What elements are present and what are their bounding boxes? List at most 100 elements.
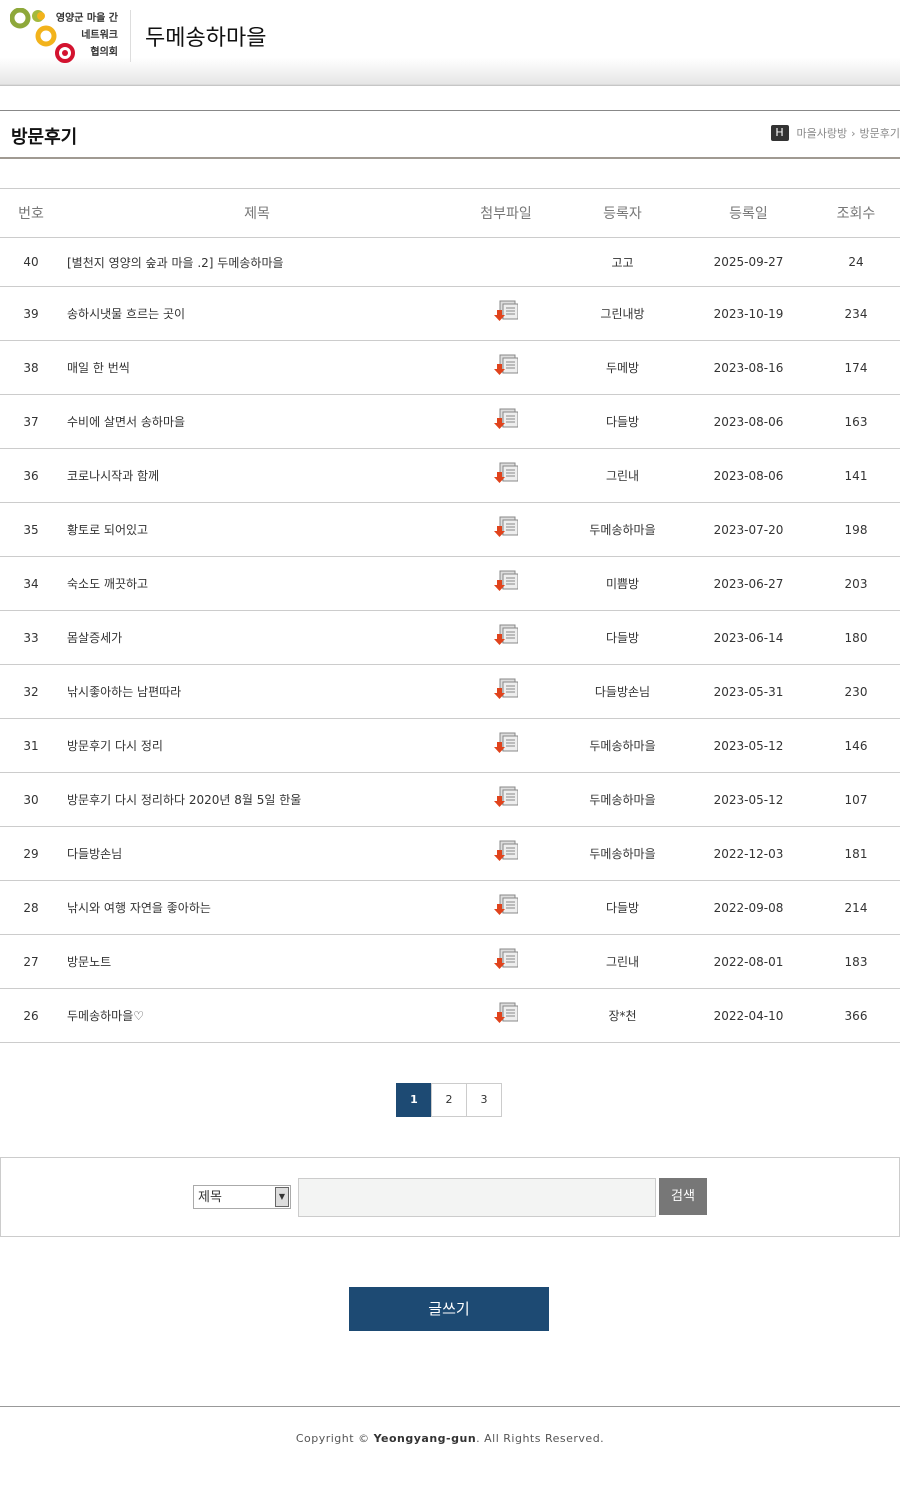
header-row: 번호 제목 첨부파일 등록자 등록일 조회수 <box>0 188 900 238</box>
logo-line: 네트워크 <box>81 30 118 41</box>
search-button[interactable]: 검색 <box>659 1178 707 1215</box>
cell: 37 <box>0 394 62 449</box>
attachment-cell <box>452 826 560 881</box>
attachment-icon <box>494 948 519 969</box>
cell: 40 <box>0 237 62 287</box>
cell: 163 <box>812 394 900 449</box>
post-title[interactable]: 몸살증세가 <box>62 610 452 665</box>
breadcrumb-item[interactable]: 방문후기 <box>859 127 900 140</box>
cell: 다들방 <box>560 394 685 449</box>
breadcrumb: H 마을사랑방 › 방문후기 <box>770 125 900 141</box>
write-button[interactable]: 글쓰기 <box>349 1287 549 1331</box>
post-title[interactable]: 낚시와 여행 자연을 좋아하는 <box>62 880 452 935</box>
column-header: 등록자 <box>560 188 685 238</box>
breadcrumb-item[interactable]: 마을사랑방 <box>796 127 848 140</box>
post-title[interactable]: 코로나시작과 함께 <box>62 448 452 503</box>
cell: 2022-09-08 <box>685 880 812 935</box>
site-title[interactable]: 두메송하마을 <box>145 26 267 51</box>
attachment-cell <box>452 772 560 827</box>
cell: 29 <box>0 826 62 881</box>
logo-line: 영양군 마을 간 <box>55 13 118 24</box>
page-button[interactable]: 2 <box>431 1083 467 1117</box>
attachment-icon <box>494 786 519 807</box>
cell: 두메송하마을 <box>560 826 685 881</box>
post-title[interactable]: 방문후기 다시 정리 <box>62 718 452 773</box>
cell: 28 <box>0 880 62 935</box>
attachment-icon <box>494 300 519 321</box>
attachment-cell <box>452 340 560 395</box>
cell: 2023-10-19 <box>685 286 812 341</box>
attachment-cell <box>452 664 560 719</box>
post-title[interactable]: 다들방손님 <box>62 826 452 881</box>
cell: 그린내 <box>560 934 685 989</box>
cell: 2023-07-20 <box>685 502 812 557</box>
attachment-cell <box>452 880 560 935</box>
footer: Copyright © Yeongyang-gun. All Rights Re… <box>0 1432 900 1445</box>
page-button[interactable]: 1 <box>396 1083 432 1117</box>
cell: 181 <box>812 826 900 881</box>
post-title[interactable]: 황토로 되어있고 <box>62 502 452 557</box>
post-title[interactable]: 송하시냇물 흐르는 곳이 <box>62 286 452 341</box>
cell: 2025-09-27 <box>685 237 812 287</box>
cell: 다들방손님 <box>560 664 685 719</box>
cell: 그린내방 <box>560 286 685 341</box>
attachment-cell <box>452 448 560 503</box>
page-button[interactable]: 3 <box>466 1083 502 1117</box>
cell: 고고 <box>560 237 685 287</box>
table-row: 37 수비에 살면서 송하마을 다들방 2023-08-06 163 <box>0 394 900 449</box>
post-title[interactable]: 방문후기 다시 정리하다 2020년 8월 5일 한울 <box>62 772 452 827</box>
cell: 미쁨방 <box>560 556 685 611</box>
table-row: 29 다들방손님 두메송하마을 2022-12-03 181 <box>0 826 900 881</box>
post-title[interactable]: 낚시좋아하는 남편따라 <box>62 664 452 719</box>
select-arrow: ▼ <box>275 1187 289 1207</box>
attachment-cell <box>452 394 560 449</box>
column-header: 등록일 <box>685 188 812 238</box>
table-row: 34 숙소도 깨끗하고 미쁨방 2023-06-27 203 <box>0 556 900 611</box>
attachment-icon <box>494 624 519 645</box>
table-body: 40 [별천지 영양의 숲과 마을 .2] 두메송하마을 고고 2025-09-27 2… <box>0 237 900 1043</box>
select-option: 제목 <box>198 1190 222 1205</box>
attachment-icon <box>494 462 519 483</box>
post-title[interactable]: 매일 한 번씩 <box>62 340 452 395</box>
attachment-cell <box>452 556 560 611</box>
column-header: 첨부파일 <box>452 188 560 238</box>
cell: 다들방 <box>560 880 685 935</box>
post-title[interactable]: 두메송하마을♡ <box>62 988 452 1043</box>
table-row: 27 방문노트 그린내 2022-08-01 183 <box>0 934 900 989</box>
cell: 34 <box>0 556 62 611</box>
divider <box>130 10 131 62</box>
post-title[interactable]: 수비에 살면서 송하마을 <box>62 394 452 449</box>
cell: 174 <box>812 340 900 395</box>
footer-line <box>0 1406 900 1407</box>
cell: 230 <box>812 664 900 719</box>
cell: 2022-12-03 <box>685 826 812 881</box>
table-row: 33 몸살증세가 다들방 2023-06-14 180 <box>0 610 900 665</box>
attachment-cell <box>452 237 560 287</box>
post-title[interactable]: 방문노트 <box>62 934 452 989</box>
post-title[interactable]: [별천지 영양의 숲과 마을 .2] 두메송하마을 <box>62 237 452 287</box>
attachment-cell <box>452 286 560 341</box>
table-row: 35 황토로 되어있고 두메송하마을 2023-07-20 198 <box>0 502 900 557</box>
logo-line: 협의회 <box>90 47 118 58</box>
search-select[interactable]: 제목 ▼ <box>193 1185 291 1209</box>
cell: 2023-08-06 <box>685 448 812 503</box>
attachment-cell <box>452 610 560 665</box>
table-row: 39 송하시냇물 흐르는 곳이 그린내방 2023-10-19 234 <box>0 286 900 341</box>
post-title[interactable]: 숙소도 깨끗하고 <box>62 556 452 611</box>
attachment-cell <box>452 934 560 989</box>
cell: 33 <box>0 610 62 665</box>
attachment-icon <box>494 894 519 915</box>
home-icon[interactable]: H <box>770 125 789 141</box>
search-input[interactable] <box>298 1178 656 1217</box>
table-row: 31 방문후기 다시 정리 두메송하마을 2023-05-12 146 <box>0 718 900 773</box>
cell: 39 <box>0 286 62 341</box>
cell: 24 <box>812 237 900 287</box>
table-row: 40 [별천지 영양의 숲과 마을 .2] 두메송하마을 고고 2025-09-27 2… <box>0 237 900 287</box>
copyright: . All Rights Reserved. <box>476 1432 605 1445</box>
cell: 198 <box>812 502 900 557</box>
column-header: 조회수 <box>812 188 900 238</box>
header: 영양군 마을 간 네트워크 협의회 두메송하마을 <box>0 0 900 86</box>
